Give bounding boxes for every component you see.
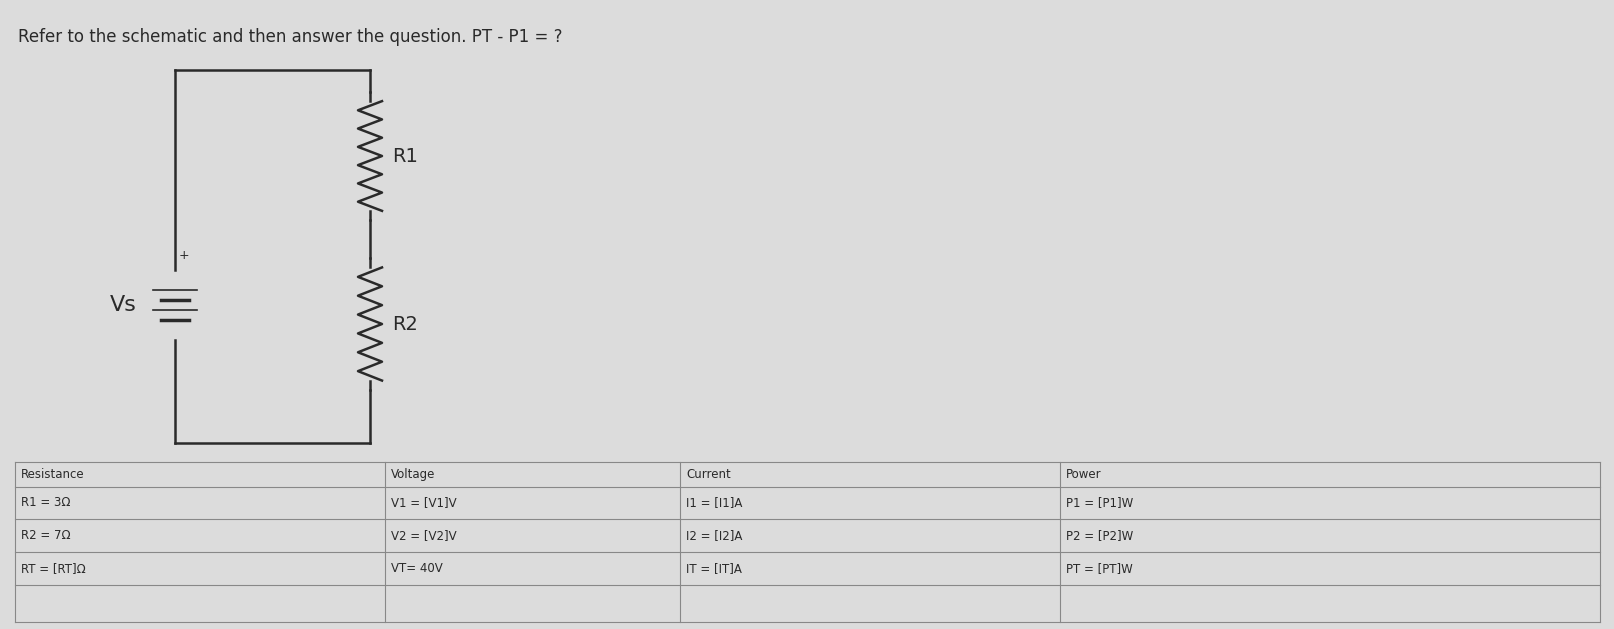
Text: I1 = [I1]A: I1 = [I1]A <box>686 496 742 509</box>
Text: V1 = [V1]V: V1 = [V1]V <box>391 496 457 509</box>
Text: Voltage: Voltage <box>391 468 436 481</box>
Text: RT = [RT]Ω: RT = [RT]Ω <box>21 562 86 575</box>
Text: +: + <box>179 249 189 262</box>
Text: R2 = 7Ω: R2 = 7Ω <box>21 529 71 542</box>
Text: P1 = [P1]W: P1 = [P1]W <box>1065 496 1133 509</box>
Text: VT= 40V: VT= 40V <box>391 562 442 575</box>
Text: Refer to the schematic and then answer the question. PT - P1 = ?: Refer to the schematic and then answer t… <box>18 28 562 46</box>
Text: Current: Current <box>686 468 730 481</box>
Text: R1 = 3Ω: R1 = 3Ω <box>21 496 71 509</box>
Text: R1: R1 <box>392 147 418 165</box>
Text: Power: Power <box>1065 468 1101 481</box>
Text: I2 = [I2]A: I2 = [I2]A <box>686 529 742 542</box>
Text: P2 = [P2]W: P2 = [P2]W <box>1065 529 1133 542</box>
Text: R2: R2 <box>392 314 418 333</box>
Text: IT = [IT]A: IT = [IT]A <box>686 562 741 575</box>
Text: Vs: Vs <box>110 295 137 315</box>
Text: Resistance: Resistance <box>21 468 84 481</box>
Text: PT = [PT]W: PT = [PT]W <box>1065 562 1131 575</box>
Text: V2 = [V2]V: V2 = [V2]V <box>391 529 457 542</box>
